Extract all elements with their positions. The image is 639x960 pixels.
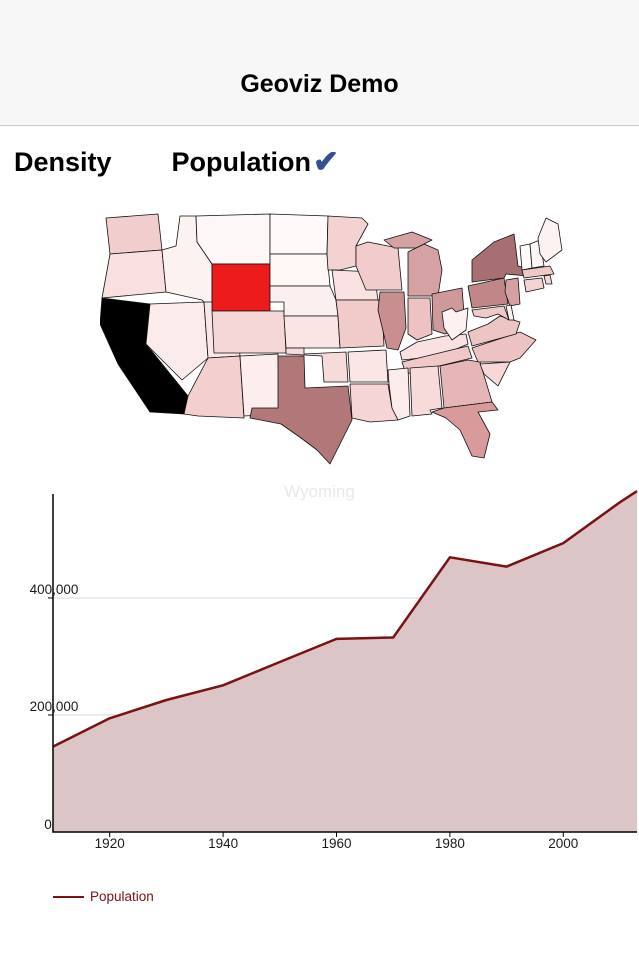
legend-label: Population xyxy=(90,889,154,904)
state-MI[interactable]: Michigan xyxy=(407,243,443,297)
page-title: Geoviz Demo xyxy=(240,70,399,98)
population-area-chart: 0 200,000 400,000 1920 1940 1960 1980 2000 xyxy=(0,480,639,860)
state-OK[interactable]: Oklahoma xyxy=(285,347,349,383)
state-SC[interactable]: South Carolina xyxy=(479,361,511,387)
x-tick-label: 1940 xyxy=(208,836,238,851)
us-choropleth-map-svg: WashingtonOregonCaliforniaNevadaIdahoMon… xyxy=(100,213,563,465)
state-CO[interactable]: Colorado xyxy=(211,310,287,354)
header: Geoviz Demo xyxy=(0,0,639,126)
chart-legend: Population xyxy=(53,889,154,904)
state-NJ[interactable]: New Jersey xyxy=(504,277,521,307)
state-KS[interactable]: Kansas xyxy=(283,315,341,349)
state-IN[interactable]: Indiana xyxy=(407,297,433,341)
state-PA[interactable]: Pennsylvania xyxy=(467,277,509,309)
state-WI[interactable]: Wisconsin xyxy=(355,241,403,291)
state-MS[interactable]: Mississippi xyxy=(387,367,411,421)
y-tick-label: 0 xyxy=(44,817,52,832)
state-DE[interactable]: Delaware xyxy=(505,304,515,321)
legend-line-swatch xyxy=(53,895,84,898)
state-FL[interactable]: Florida xyxy=(431,401,499,459)
population-line xyxy=(52,490,638,748)
x-tick-label: 1980 xyxy=(435,836,465,851)
state-NV[interactable]: Nevada xyxy=(145,301,209,381)
tab-population[interactable]: Population xyxy=(171,147,312,177)
x-tick-label: 1920 xyxy=(95,836,125,851)
x-tick-label: 2000 xyxy=(548,836,578,851)
state-CT[interactable]: Connecticut xyxy=(523,277,545,293)
selected-checkmark-icon: ✔ xyxy=(313,144,340,179)
state-AL[interactable]: Alabama xyxy=(409,365,443,417)
state-NM[interactable]: New Mexico xyxy=(239,353,281,417)
state-MO[interactable]: Missouri xyxy=(335,299,385,349)
state-ME[interactable]: Maine xyxy=(537,217,563,263)
state-WA[interactable]: Washington xyxy=(105,213,163,255)
state-OR[interactable]: Oregon xyxy=(101,249,167,299)
state-MA[interactable]: Massachusetts xyxy=(521,265,555,279)
state-RI[interactable]: Rhode Island xyxy=(543,274,553,285)
tab-bar: Density Population ✔ xyxy=(14,144,340,179)
area-fill xyxy=(53,491,637,832)
state-MT[interactable]: Montana xyxy=(195,213,271,265)
x-tick-label: 1960 xyxy=(321,836,351,851)
state-AZ[interactable]: Arizona xyxy=(183,355,245,419)
state-VA[interactable]: Virginia xyxy=(467,315,521,347)
state-TX[interactable]: Texas xyxy=(249,355,353,465)
state-GA[interactable]: Georgia xyxy=(439,359,493,409)
state-MD[interactable]: Maryland xyxy=(471,305,510,321)
y-tick-label: 200,000 xyxy=(30,699,79,714)
state-AR[interactable]: Arkansas xyxy=(347,349,389,383)
state-ND[interactable]: North Dakota xyxy=(269,213,329,255)
state-WY[interactable]: Wyoming xyxy=(211,263,271,312)
tab-density[interactable]: Density xyxy=(14,147,112,177)
state-NC[interactable]: North Carolina xyxy=(471,331,537,363)
state-SD[interactable]: South Dakota xyxy=(269,253,331,287)
population-area-chart-svg: 0 200,000 400,000 1920 1940 1960 1980 2000 xyxy=(30,490,638,851)
y-tick-label: 400,000 xyxy=(30,582,79,597)
us-choropleth-map: WashingtonOregonCaliforniaNevadaIdahoMon… xyxy=(100,212,570,470)
axis xyxy=(52,494,637,833)
state-WV[interactable]: West Virginia xyxy=(441,307,469,341)
state-IL[interactable]: Illinois xyxy=(377,291,407,351)
state-KY[interactable]: Kentucky xyxy=(399,333,469,361)
state-MI[interactable]: Michigan xyxy=(383,231,433,249)
selected-state-label: Wyoming xyxy=(284,482,355,501)
